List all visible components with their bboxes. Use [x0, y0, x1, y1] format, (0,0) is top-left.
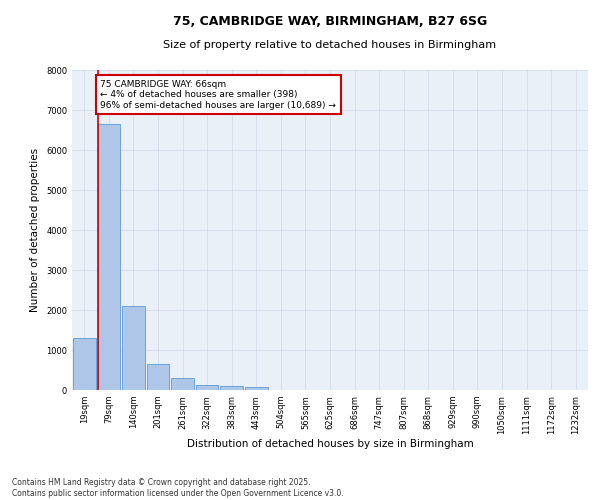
Bar — [73, 338, 95, 390]
Bar — [146, 364, 169, 390]
Bar — [245, 387, 268, 390]
Bar — [220, 386, 243, 390]
Bar — [196, 385, 218, 390]
Text: Contains HM Land Registry data © Crown copyright and database right 2025.
Contai: Contains HM Land Registry data © Crown c… — [12, 478, 344, 498]
Text: 75, CAMBRIDGE WAY, BIRMINGHAM, B27 6SG: 75, CAMBRIDGE WAY, BIRMINGHAM, B27 6SG — [173, 15, 487, 28]
Bar — [122, 306, 145, 390]
Y-axis label: Number of detached properties: Number of detached properties — [31, 148, 40, 312]
Text: Size of property relative to detached houses in Birmingham: Size of property relative to detached ho… — [163, 40, 497, 50]
X-axis label: Distribution of detached houses by size in Birmingham: Distribution of detached houses by size … — [187, 440, 473, 450]
Text: 75 CAMBRIDGE WAY: 66sqm
← 4% of detached houses are smaller (398)
96% of semi-de: 75 CAMBRIDGE WAY: 66sqm ← 4% of detached… — [100, 80, 336, 110]
Bar — [171, 378, 194, 390]
Bar — [98, 124, 120, 390]
